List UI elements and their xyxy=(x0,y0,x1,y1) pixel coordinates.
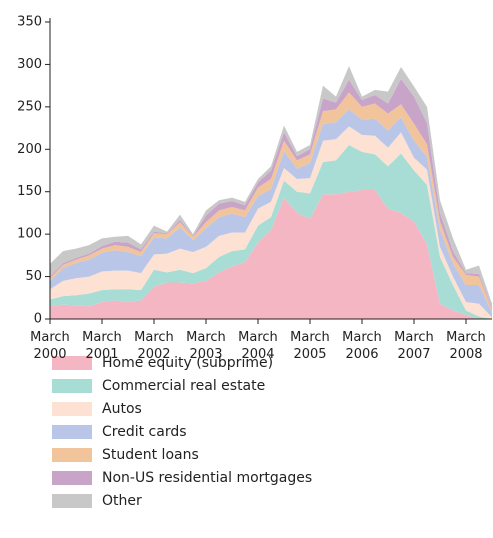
area xyxy=(50,190,492,319)
legend-label: Autos xyxy=(102,401,142,417)
x-tick-label: March 2003 xyxy=(186,330,226,362)
y-tick-label: 150 xyxy=(17,184,42,199)
x-tick-label: March 2006 xyxy=(342,330,382,362)
x-tick-label: March 2007 xyxy=(394,330,434,362)
y-tick-label: 200 xyxy=(17,142,42,157)
y-tick-label: 50 xyxy=(25,269,42,284)
x-tick-label: March 2001 xyxy=(82,330,122,362)
legend-swatch xyxy=(52,494,92,508)
legend-swatch xyxy=(52,425,92,439)
legend-swatch xyxy=(52,356,92,370)
area xyxy=(50,145,492,319)
x-tick-label: March 2008 xyxy=(446,330,486,362)
y-tick-label: 100 xyxy=(17,227,42,242)
x-tick-label: March 2004 xyxy=(238,330,278,362)
legend-swatch xyxy=(52,448,92,462)
legend-swatch xyxy=(52,402,92,416)
legend-label: Non-US residential mortgages xyxy=(102,470,312,486)
y-tick-label: 0 xyxy=(34,312,42,327)
legend-label: Student loans xyxy=(102,447,199,463)
y-tick-label: 250 xyxy=(17,99,42,114)
x-tick-label: March 2000 xyxy=(30,330,70,362)
y-tick-label: 350 xyxy=(17,15,42,30)
area xyxy=(50,126,492,319)
legend-label: Credit cards xyxy=(102,424,187,440)
legend-swatch xyxy=(52,379,92,393)
x-tick-label: March 2005 xyxy=(290,330,330,362)
y-tick-label: 300 xyxy=(17,57,42,72)
x-tick-label: March 2002 xyxy=(134,330,174,362)
legend-label: Commercial real estate xyxy=(102,378,265,394)
legend-label: Home equity (subprime) xyxy=(102,355,273,371)
legend-label: Other xyxy=(102,493,142,509)
legend-swatch xyxy=(52,471,92,485)
